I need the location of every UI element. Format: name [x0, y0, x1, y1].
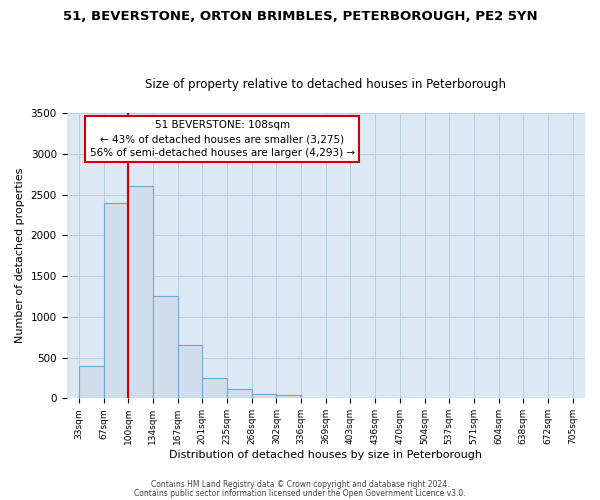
Text: 51 BEVERSTONE: 108sqm
← 43% of detached houses are smaller (3,275)
56% of semi-d: 51 BEVERSTONE: 108sqm ← 43% of detached …: [89, 120, 355, 158]
Text: 51, BEVERSTONE, ORTON BRIMBLES, PETERBOROUGH, PE2 5YN: 51, BEVERSTONE, ORTON BRIMBLES, PETERBOR…: [62, 10, 538, 23]
Bar: [251, 394, 277, 398]
Bar: [128, 186, 153, 398]
Bar: [227, 390, 251, 398]
Bar: [202, 378, 227, 398]
Bar: [79, 366, 104, 398]
Title: Size of property relative to detached houses in Peterborough: Size of property relative to detached ho…: [145, 78, 506, 91]
Text: Contains HM Land Registry data © Crown copyright and database right 2024.: Contains HM Land Registry data © Crown c…: [151, 480, 449, 489]
Text: Contains public sector information licensed under the Open Government Licence v3: Contains public sector information licen…: [134, 488, 466, 498]
X-axis label: Distribution of detached houses by size in Peterborough: Distribution of detached houses by size …: [169, 450, 482, 460]
Bar: [153, 296, 178, 398]
Y-axis label: Number of detached properties: Number of detached properties: [15, 168, 25, 344]
Bar: [277, 395, 301, 398]
Bar: [104, 202, 128, 398]
Bar: [178, 346, 202, 399]
